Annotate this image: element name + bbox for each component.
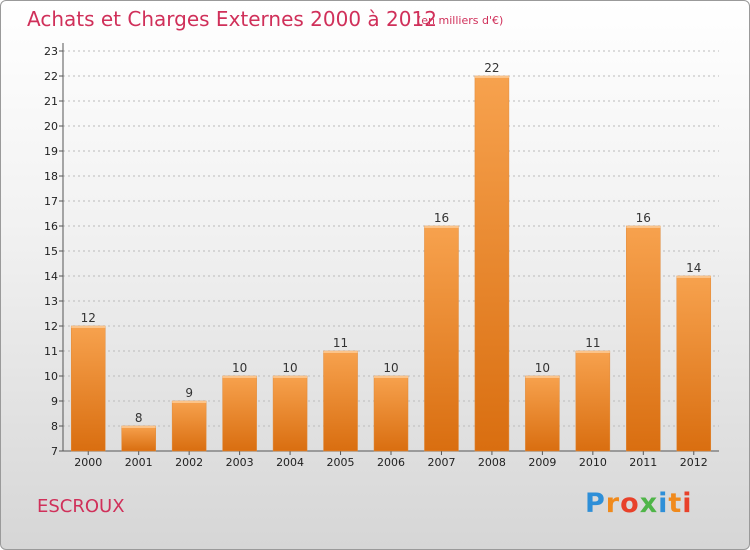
bar-highlight	[222, 376, 257, 378]
y-tick-label: 19	[44, 145, 58, 158]
bar-highlight	[525, 376, 560, 378]
value-labels: 12 8 9 10 10 11 10 16 22 10 11 16 14	[81, 61, 702, 425]
value-label: 9	[185, 386, 193, 400]
bar-2011	[626, 225, 661, 452]
y-tick-label: 13	[44, 295, 58, 308]
commune-name: ESCROUX	[37, 496, 125, 517]
y-tick-label: 17	[44, 195, 58, 208]
bar-2009	[525, 375, 560, 452]
y-tick-label: 21	[44, 95, 58, 108]
bar-2012	[676, 275, 712, 452]
y-tick-label: 16	[44, 220, 58, 233]
bar-highlight	[474, 76, 509, 78]
chart-title: Achats et Charges Externes 2000 à 2012	[27, 7, 437, 31]
bar-2010	[575, 350, 611, 452]
chart-subtitle: (en milliers d'€)	[417, 14, 504, 27]
bar-highlight	[71, 326, 106, 328]
y-tick-label: 10	[44, 370, 58, 383]
bar-2008	[474, 75, 510, 452]
bar-highlight	[626, 226, 661, 228]
proxiti-logo[interactable]: Proxiti	[585, 488, 693, 519]
x-tick-label: 2001	[125, 456, 153, 469]
value-label: 10	[282, 361, 297, 375]
y-tick-label: 23	[44, 45, 58, 58]
y-tick-labels: 7 8 9 10 11 12 13 14 15 16 17 18 19 20 21 22 23	[44, 45, 58, 458]
y-tick-label: 18	[44, 170, 58, 183]
x-tick-label: 2012	[680, 456, 708, 469]
x-tick-label: 2000	[74, 456, 102, 469]
y-tick-label: 22	[44, 70, 58, 83]
bar-highlight	[323, 351, 358, 353]
x-tick-label: 2010	[579, 456, 607, 469]
bar-2000	[70, 325, 106, 452]
x-tick-label: 2004	[276, 456, 304, 469]
x-tick-labels: 2000 2001 2002 2003 2004 2005 2006 2007 2008 2009…	[74, 456, 708, 469]
y-tick-label: 7	[51, 445, 58, 458]
value-label: 11	[333, 336, 348, 350]
value-label: 10	[383, 361, 398, 375]
bar-2005	[323, 350, 358, 452]
bar-highlight	[172, 401, 207, 403]
value-label: 11	[585, 336, 600, 350]
x-tick-label: 2009	[528, 456, 556, 469]
y-tick-label: 20	[44, 120, 58, 133]
value-label: 12	[81, 311, 96, 325]
value-label: 14	[686, 261, 701, 275]
x-tick-label: 2011	[629, 456, 657, 469]
bar-2004	[272, 375, 308, 452]
y-tick-label: 12	[44, 320, 58, 333]
x-tick-label: 2003	[226, 456, 254, 469]
y-tick-label: 8	[51, 420, 58, 433]
y-tick-label: 11	[44, 345, 58, 358]
x-tick-label: 2008	[478, 456, 506, 469]
x-tick-label: 2007	[427, 456, 455, 469]
y-tick-label: 14	[44, 270, 58, 283]
value-label: 8	[135, 411, 143, 425]
bar-2001	[121, 425, 156, 452]
x-tick-label: 2006	[377, 456, 405, 469]
value-label: 16	[434, 211, 449, 225]
bar-2002	[171, 400, 207, 452]
bar-2003	[222, 375, 257, 452]
bar-2007	[424, 225, 459, 452]
bars	[70, 75, 712, 452]
bar-highlight	[676, 276, 711, 278]
y-tick-label: 9	[51, 395, 58, 408]
bar-highlight	[575, 351, 610, 353]
value-label: 16	[636, 211, 651, 225]
y-tick-label: 15	[44, 245, 58, 258]
bar-highlight	[273, 376, 308, 378]
bar-highlight	[374, 376, 408, 378]
x-tick-label: 2002	[175, 456, 203, 469]
bar-2006	[373, 375, 409, 452]
x-tick-label: 2005	[327, 456, 355, 469]
bar-highlight	[121, 426, 156, 428]
value-label: 10	[535, 361, 550, 375]
bar-highlight	[424, 226, 459, 228]
value-label: 10	[232, 361, 247, 375]
value-label: 22	[484, 61, 499, 75]
